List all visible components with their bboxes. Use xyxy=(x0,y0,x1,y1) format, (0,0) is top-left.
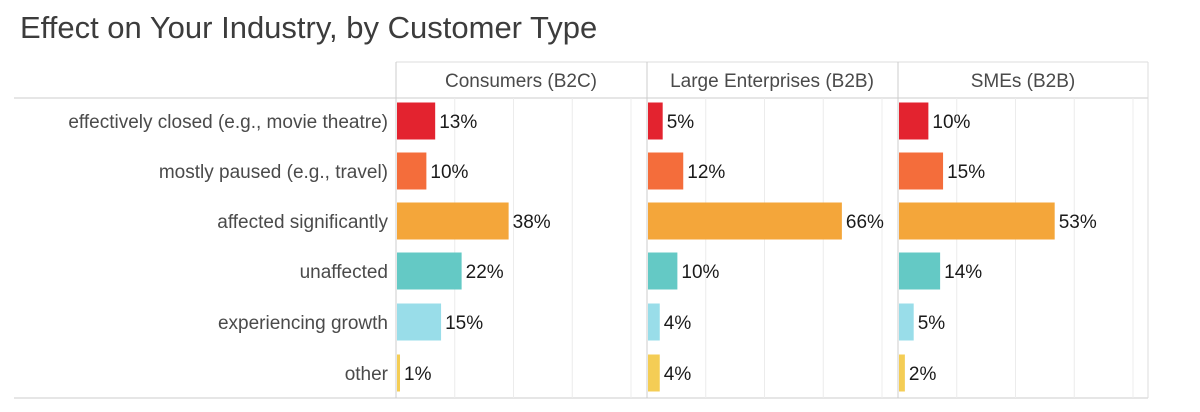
bar-large-enterprises-b2b-affected-significantly xyxy=(648,202,842,240)
bar-large-enterprises-b2b-unaffected xyxy=(648,252,678,290)
category-label-mostly-paused-e-g-travel: mostly paused (e.g., travel) xyxy=(159,162,388,183)
value-label-smes-b2b-affected-significantly: 53% xyxy=(1059,212,1097,233)
bar-consumers-b2c-unaffected xyxy=(397,252,462,290)
panel-header-consumers-b2c: Consumers (B2C) xyxy=(445,71,597,92)
value-label-smes-b2b-mostly-paused-e-g-travel: 15% xyxy=(947,162,985,183)
category-label-other: other xyxy=(345,364,389,385)
value-label-large-enterprises-b2b-other: 4% xyxy=(664,364,692,385)
bar-large-enterprises-b2b-other xyxy=(648,354,660,392)
value-label-smes-b2b-experiencing-growth: 5% xyxy=(918,313,946,334)
value-label-consumers-b2c-experiencing-growth: 15% xyxy=(445,313,483,334)
value-label-consumers-b2c-mostly-paused-e-g-travel: 10% xyxy=(430,162,468,183)
value-label-consumers-b2c-affected-significantly: 38% xyxy=(513,212,551,233)
bar-large-enterprises-b2b-effectively-closed-e-g-movie-theatre xyxy=(648,102,663,140)
bar-consumers-b2c-effectively-closed-e-g-movie-theatre xyxy=(397,102,436,140)
bar-smes-b2b-experiencing-growth xyxy=(899,303,914,341)
chart-title: Effect on Your Industry, by Customer Typ… xyxy=(20,10,598,45)
bar-consumers-b2c-experiencing-growth xyxy=(397,303,442,341)
bar-smes-b2b-affected-significantly xyxy=(899,202,1055,240)
bar-consumers-b2c-other xyxy=(397,354,400,392)
value-label-smes-b2b-effectively-closed-e-g-movie-theatre: 10% xyxy=(932,112,970,133)
bar-large-enterprises-b2b-mostly-paused-e-g-travel xyxy=(648,152,684,190)
bar-consumers-b2c-mostly-paused-e-g-travel xyxy=(397,152,427,190)
bar-consumers-b2c-affected-significantly xyxy=(397,202,509,240)
bar-smes-b2b-unaffected xyxy=(899,252,941,290)
value-label-large-enterprises-b2b-unaffected: 10% xyxy=(681,262,719,283)
value-label-consumers-b2c-other: 1% xyxy=(404,364,432,385)
category-label-effectively-closed-e-g-movie-theatre: effectively closed (e.g., movie theatre) xyxy=(68,112,388,133)
value-label-large-enterprises-b2b-effectively-closed-e-g-movie-theatre: 5% xyxy=(667,112,695,133)
value-label-large-enterprises-b2b-affected-significantly: 66% xyxy=(846,212,884,233)
panel-header-smes-b2b: SMEs (B2B) xyxy=(971,71,1076,92)
category-label-unaffected: unaffected xyxy=(300,262,388,283)
panel-header-large-enterprises-b2b: Large Enterprises (B2B) xyxy=(670,71,874,92)
bar-smes-b2b-mostly-paused-e-g-travel xyxy=(899,152,944,190)
value-label-large-enterprises-b2b-mostly-paused-e-g-travel: 12% xyxy=(687,162,725,183)
value-label-consumers-b2c-effectively-closed-e-g-movie-theatre: 13% xyxy=(439,112,477,133)
value-label-smes-b2b-other: 2% xyxy=(909,364,937,385)
value-label-consumers-b2c-unaffected: 22% xyxy=(466,262,504,283)
value-label-smes-b2b-unaffected: 14% xyxy=(944,262,982,283)
bar-smes-b2b-other xyxy=(899,354,905,392)
bar-large-enterprises-b2b-experiencing-growth xyxy=(648,303,660,341)
category-label-experiencing-growth: experiencing growth xyxy=(218,313,388,334)
bar-smes-b2b-effectively-closed-e-g-movie-theatre xyxy=(899,102,929,140)
value-label-large-enterprises-b2b-experiencing-growth: 4% xyxy=(664,313,692,334)
category-label-affected-significantly: affected significantly xyxy=(217,212,388,233)
